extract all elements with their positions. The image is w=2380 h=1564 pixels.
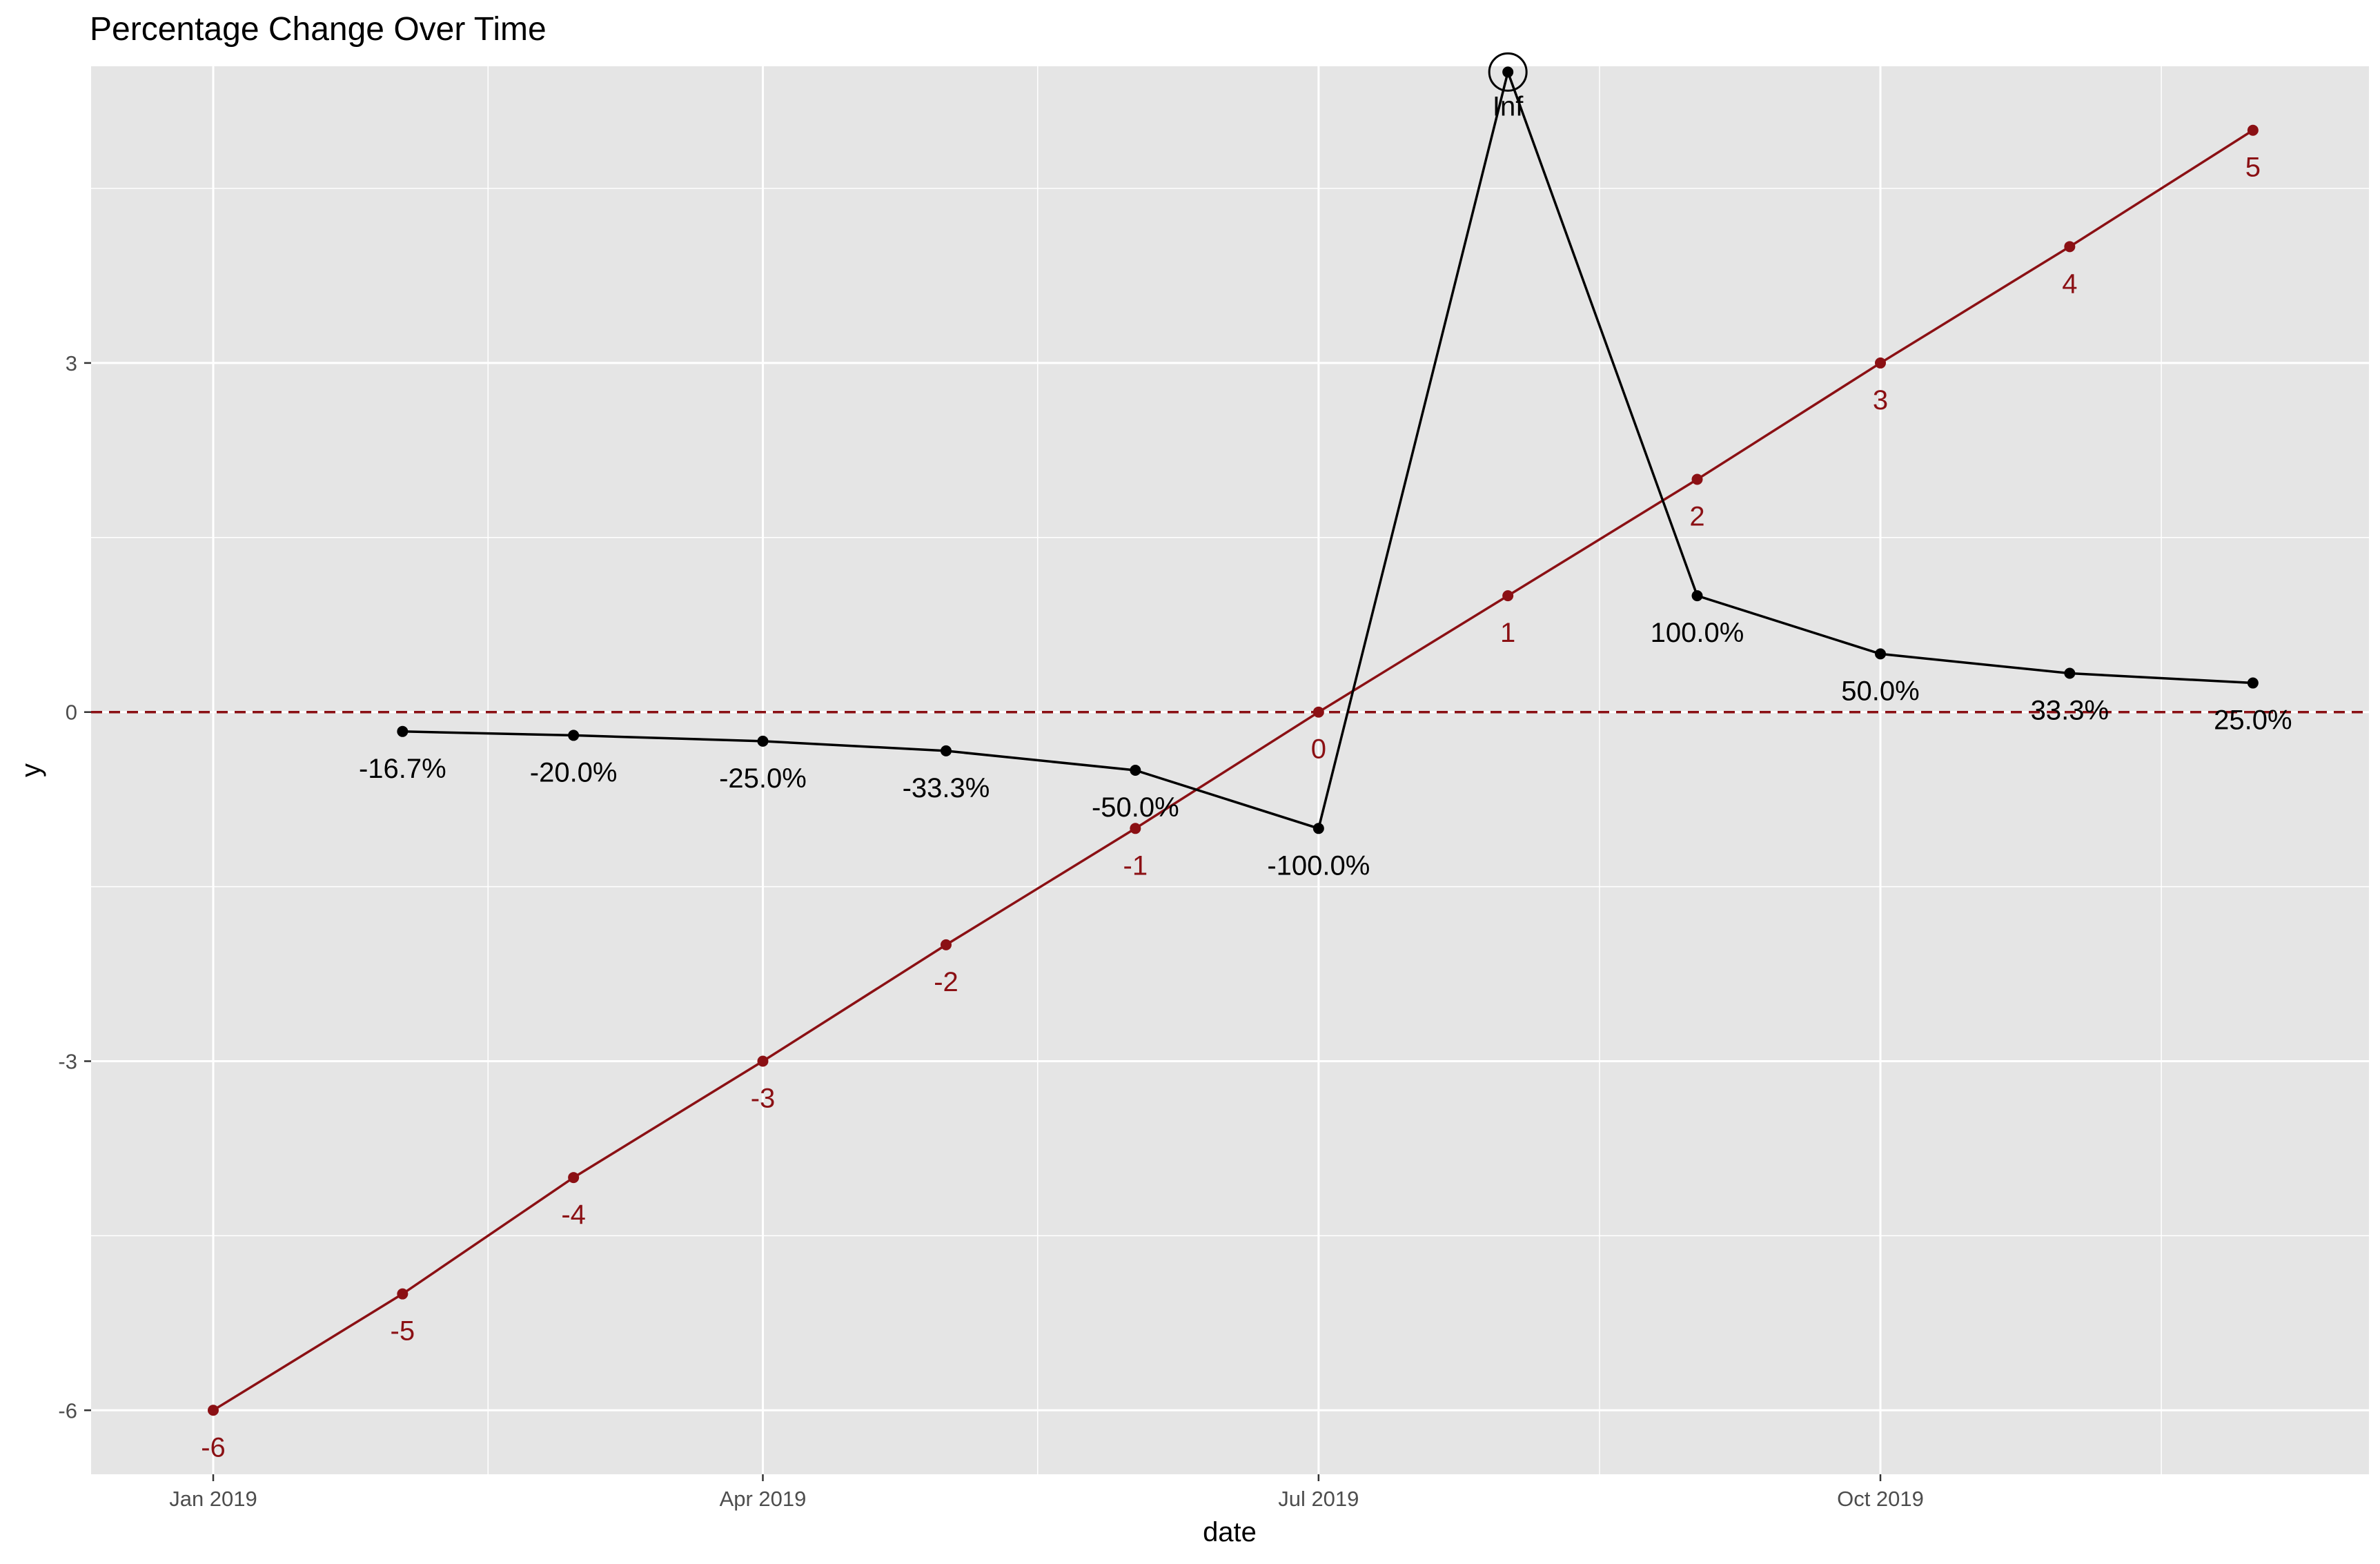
series-pct-point <box>2247 677 2259 689</box>
y-axis: -6 -3 0 3 <box>58 351 91 1423</box>
series-y-point <box>1691 473 1703 485</box>
chart-title: Percentage Change Over Time <box>90 11 547 48</box>
series-pct-point <box>1875 648 1887 660</box>
x-tick-label: Apr 2019 <box>720 1487 807 1511</box>
series-y-point <box>1312 706 1324 718</box>
series-y-point <box>1875 357 1887 369</box>
series-y-point <box>940 939 952 950</box>
series-y-point <box>2064 241 2076 253</box>
series-pct-label: 100.0% <box>1651 618 1744 648</box>
series-pct <box>397 52 2259 834</box>
series-pct-point <box>940 745 952 756</box>
series-y-label: -4 <box>561 1200 586 1230</box>
y-tick-label: -6 <box>58 1398 77 1423</box>
series-y-label: 3 <box>1873 385 1888 416</box>
series-pct-label: 25.0% <box>2214 705 2292 736</box>
series-pct-point <box>1130 765 1141 776</box>
series-y-point <box>568 1172 580 1184</box>
series-pct-label: -16.7% <box>359 754 446 784</box>
series-pct-label: -25.0% <box>719 763 807 794</box>
series-y-label: -1 <box>1123 850 1148 881</box>
series-pct-label: -100.0% <box>1267 850 1370 881</box>
series-y-label: 5 <box>2245 153 2261 183</box>
series-y-label: 2 <box>1689 502 1704 532</box>
series-y-point <box>397 1288 409 1300</box>
series-y <box>207 124 2259 1416</box>
series-pct-label: 33.3% <box>2031 696 2109 726</box>
series-y-label: 4 <box>2062 268 2077 299</box>
y-axis-title: y <box>16 763 46 777</box>
grid-minor <box>91 66 2369 1474</box>
series-pct-point <box>2064 667 2076 679</box>
inf-highlight-circle <box>1488 52 1528 92</box>
point-labels: -6 -5 -4 -3 -2 -1 0 1 2 3 4 5 -16.7% -20.0% -25.0% -33.… <box>201 91 2292 1463</box>
series-y-point <box>1502 590 1514 602</box>
series-y-line <box>213 129 2254 1411</box>
series-pct-label: -20.0% <box>530 757 618 788</box>
series-y-point <box>2247 124 2259 136</box>
y-tick-label: 0 <box>66 701 77 725</box>
x-tick-label: Jan 2019 <box>169 1487 257 1511</box>
series-pct-label: 50.0% <box>1841 676 1919 706</box>
x-axis: Jan 2019 Apr 2019 Jul 2019 Oct 2019 <box>169 1474 1924 1511</box>
x-tick-label: Jul 2019 <box>1278 1487 1359 1511</box>
series-pct-point <box>397 725 409 737</box>
x-tick-label: Oct 2019 <box>1837 1487 1924 1511</box>
series-y-label: 1 <box>1500 618 1515 648</box>
series-y-point <box>757 1055 769 1067</box>
y-tick-label: 3 <box>66 351 77 375</box>
series-pct-point <box>757 735 769 747</box>
series-y-label: -6 <box>201 1432 226 1463</box>
series-pct-point <box>1312 823 1324 834</box>
series-y-point <box>1130 823 1141 834</box>
inf-label: Inf <box>1493 91 1524 121</box>
series-pct-point <box>1691 590 1703 602</box>
series-y-label: -5 <box>391 1316 415 1347</box>
y-tick-label: -3 <box>58 1049 77 1073</box>
series-pct-point <box>1502 66 1514 78</box>
series-pct-label: -33.3% <box>903 773 990 803</box>
series-pct-point <box>568 730 580 741</box>
series-y-label: 0 <box>1311 734 1326 765</box>
plot-panel <box>91 66 2369 1474</box>
series-y-point <box>207 1405 219 1416</box>
x-axis-title: date <box>1203 1517 1257 1547</box>
series-pct-label: -50.0% <box>1092 792 1179 823</box>
series-y-label: -2 <box>934 967 958 997</box>
series-y-label: -3 <box>751 1083 776 1113</box>
